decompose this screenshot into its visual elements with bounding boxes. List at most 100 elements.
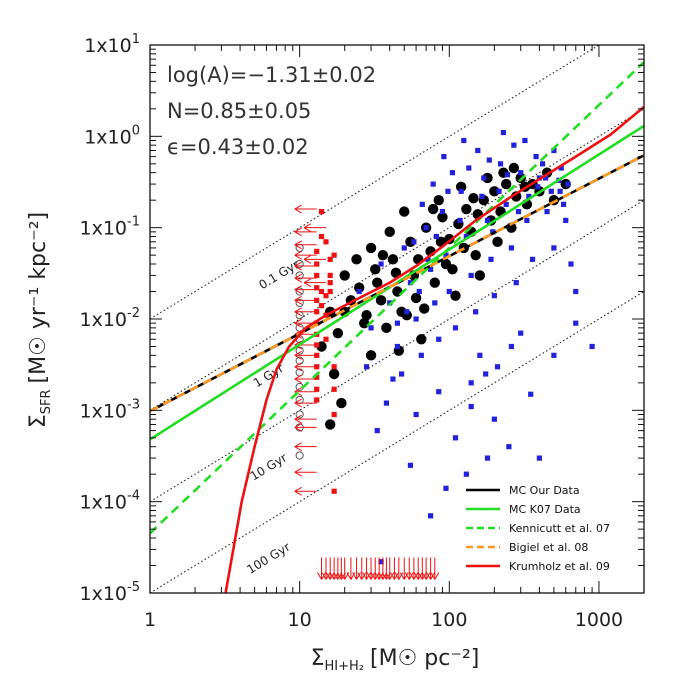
point-1-71 — [483, 371, 489, 377]
point-2-30 — [318, 303, 325, 309]
annotation-1: N=0.85±0.05 — [167, 99, 311, 123]
point-1-53 — [404, 309, 410, 315]
point-3-3 — [295, 287, 304, 296]
point-2-23 — [331, 386, 337, 392]
x-tick-label: 1 — [144, 609, 156, 631]
point-1-91 — [479, 193, 485, 199]
point-1-47 — [506, 444, 512, 450]
point-1-38 — [568, 261, 574, 267]
point-1-19 — [468, 272, 474, 279]
point-1-41 — [390, 376, 396, 382]
point-4-17 — [294, 414, 317, 424]
legend-label-3: Bigiel et al. 08 — [509, 541, 588, 554]
point-0-27 — [450, 290, 461, 301]
point-4-0 — [294, 204, 317, 214]
point-1-75 — [551, 352, 557, 358]
point-1-65 — [533, 153, 539, 160]
point-2-29 — [318, 288, 325, 295]
point-1-55 — [419, 201, 425, 207]
point-0-23 — [433, 194, 444, 206]
point-4-19 — [294, 442, 317, 452]
fit-line-4 — [224, 105, 644, 593]
point-1-20 — [473, 309, 479, 315]
point-5-6 — [340, 557, 350, 580]
point-2-22 — [331, 364, 337, 370]
point-2-11 — [314, 374, 320, 380]
point-2-12 — [314, 386, 320, 392]
point-1-12 — [436, 336, 442, 342]
point-1-15 — [446, 288, 452, 295]
point-1-21 — [477, 352, 483, 358]
depletion-label-0: 0.1 Gyr — [256, 257, 301, 292]
point-4-8 — [294, 307, 317, 317]
point-1-94 — [504, 172, 511, 178]
depletion-label-2: 10 Gyr — [248, 450, 290, 483]
point-1-5 — [401, 245, 407, 251]
y-tick-label: 1x10-5 — [80, 580, 140, 605]
point-3-2 — [295, 271, 304, 280]
point-1-58 — [449, 170, 456, 176]
point-5-23 — [417, 557, 427, 580]
point-4-13 — [294, 362, 317, 372]
point-5-16 — [385, 557, 395, 580]
point-1-89 — [457, 217, 463, 224]
point-2-13 — [314, 397, 320, 403]
point-1-44 — [452, 435, 459, 441]
point-1-63 — [511, 142, 517, 148]
point-3-4 — [295, 298, 304, 308]
point-2-1 — [314, 261, 320, 267]
fit-line-3 — [150, 154, 644, 413]
point-0-64 — [492, 236, 503, 248]
point-2-26 — [318, 208, 325, 215]
point-2-14 — [323, 293, 329, 299]
point-1-51 — [374, 427, 380, 434]
point-0-31 — [470, 249, 481, 261]
point-1-79 — [428, 513, 434, 519]
point-1-23 — [484, 217, 491, 224]
depletion-line-3 — [150, 291, 644, 593]
point-1-76 — [573, 320, 579, 326]
point-0-38 — [500, 178, 512, 190]
point-1-68 — [558, 165, 564, 171]
point-1-4 — [394, 343, 401, 350]
x-tick-label: 1000 — [575, 609, 623, 631]
axis-titles: ΣHI+H₂ [M☉ pc⁻²] ΣSFR[M☉ yr⁻¹ kpc⁻²] — [26, 212, 479, 674]
point-5-9 — [357, 557, 367, 580]
point-1-64 — [522, 137, 528, 144]
point-1-42 — [413, 411, 419, 418]
point-3-8 — [295, 346, 304, 355]
point-2-27 — [323, 239, 329, 245]
point-1-93 — [496, 188, 502, 194]
point-1-7 — [413, 316, 419, 322]
point-1-17 — [458, 188, 464, 194]
point-1-54 — [411, 239, 417, 245]
point-1-18 — [463, 233, 469, 240]
point-1-31 — [524, 217, 530, 224]
point-1-28 — [508, 245, 515, 251]
point-1-9 — [423, 225, 429, 231]
point-0-32 — [474, 270, 486, 281]
point-1-85 — [416, 288, 422, 295]
point-0-9 — [375, 295, 387, 306]
point-0-70 — [324, 419, 336, 430]
point-1-95 — [515, 208, 522, 215]
point-5-7 — [346, 557, 356, 580]
point-5-26 — [430, 557, 440, 580]
point-1-87 — [433, 233, 440, 240]
legend-label-2: Kennicutt et al. 07 — [509, 522, 610, 535]
point-1-30 — [518, 170, 524, 176]
point-1-83 — [484, 455, 491, 461]
fit-line-2 — [150, 61, 644, 535]
point-5-18 — [394, 557, 404, 580]
point-1-67 — [551, 147, 557, 154]
point-2-21 — [331, 252, 337, 258]
point-0-68 — [328, 368, 340, 380]
point-1-24 — [488, 256, 494, 262]
point-1-81 — [407, 462, 414, 468]
point-1-96 — [526, 193, 532, 199]
point-0-56 — [419, 303, 430, 314]
point-1-1 — [368, 325, 374, 331]
point-1-0 — [356, 288, 362, 295]
point-5-20 — [404, 557, 414, 580]
point-1-45 — [468, 403, 474, 410]
